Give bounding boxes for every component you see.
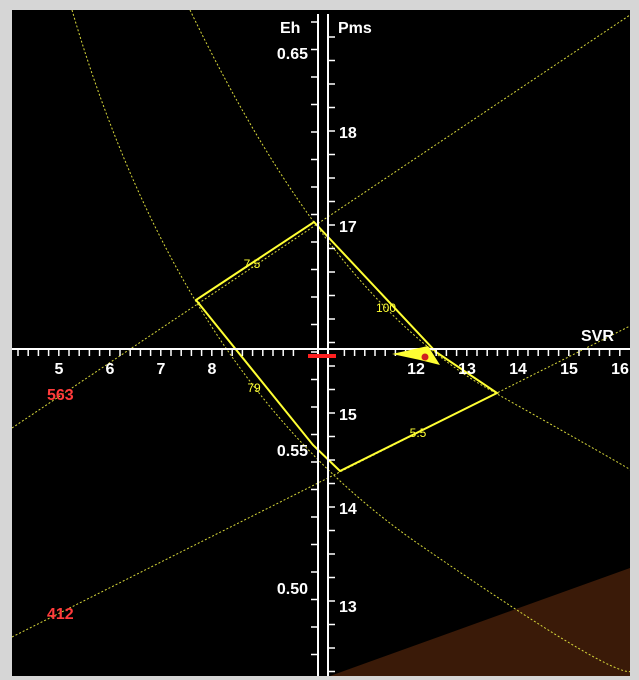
eh-tick-label: 0.55	[277, 443, 308, 460]
side-value-label: 412	[47, 606, 74, 623]
svr-tick-label: 13	[458, 361, 476, 378]
svr-tick-label: 14	[509, 361, 527, 378]
shaded-region	[330, 568, 630, 676]
edge-label: 79	[247, 381, 261, 395]
svr-tick-label: 8	[208, 361, 217, 378]
side-value-label: 563	[47, 387, 74, 404]
pms-tick-label: 13	[339, 599, 357, 616]
guide-curve-left	[71, 10, 630, 673]
pms-tick-label: 18	[339, 125, 357, 142]
pms-tick-label: 17	[339, 219, 357, 236]
current-point-dot	[421, 353, 429, 361]
edge-label: 7.5	[244, 257, 261, 271]
plot-background	[12, 10, 630, 676]
svr-axis-label: SVR	[581, 328, 614, 345]
guide-line-lower	[12, 325, 630, 638]
svr-tick-label: 6	[106, 361, 115, 378]
pms-tick-label: 15	[339, 407, 357, 424]
pms-minor-ticks	[328, 36, 335, 673]
eh-tick-label: 0.50	[277, 581, 308, 598]
guide-curve-right	[189, 10, 630, 471]
svr-tick-label: 7	[157, 361, 166, 378]
eh-minor-ticks	[311, 21, 318, 656]
current-point-marker	[392, 346, 440, 365]
pms-tick-label: 14	[339, 501, 357, 518]
edge-label: 5.5	[410, 426, 427, 440]
pms-axis-label: Pms	[338, 20, 372, 37]
svr-tick-label: 12	[407, 361, 425, 378]
svr-tick-label: 15	[560, 361, 578, 378]
svr-tick-label: 16	[611, 361, 629, 378]
eh-tick-label: 0.65	[277, 46, 308, 63]
eh-axis-label: Eh	[280, 20, 300, 37]
edge-label: 100	[376, 301, 396, 315]
svr-tick-label: 5	[55, 361, 64, 378]
